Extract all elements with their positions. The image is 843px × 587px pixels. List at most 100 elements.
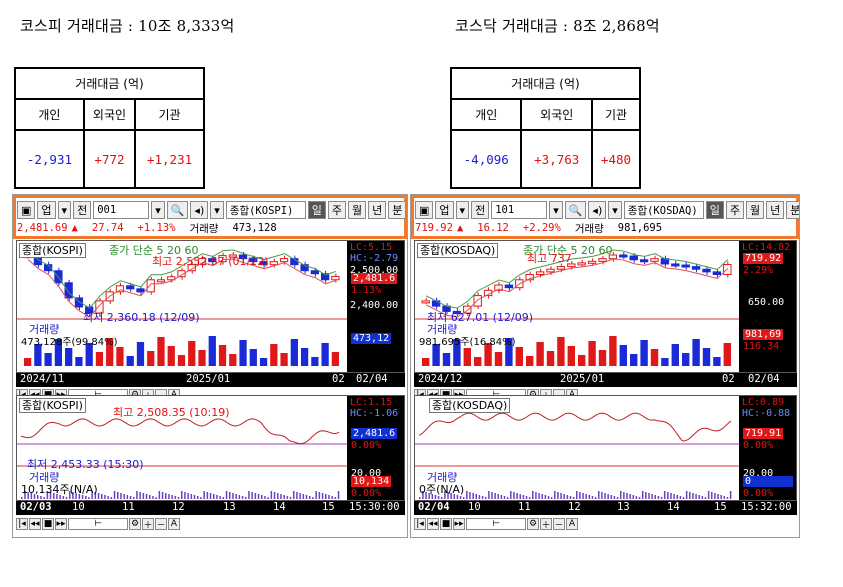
volume-bar <box>181 491 183 499</box>
volume-bar <box>484 497 487 499</box>
chevron-down-icon[interactable]: ▾ <box>608 201 622 219</box>
settings-icon[interactable]: ⚙ <box>527 518 539 530</box>
volume-bar <box>24 358 32 366</box>
chevron-down-icon[interactable]: ▾ <box>57 201 72 219</box>
index-change: 27.74 <box>91 222 124 234</box>
chevron-down-icon[interactable]: ▾ <box>455 201 470 219</box>
stop-icon[interactable]: ■ <box>42 518 54 530</box>
candle <box>535 271 545 276</box>
volume-label: 거래량 <box>189 222 219 235</box>
prev-icon[interactable]: ◂◂ <box>427 518 439 530</box>
font-size-icon[interactable]: A <box>168 518 180 530</box>
speaker-icon[interactable]: ◂) <box>190 201 209 219</box>
candle <box>197 258 207 266</box>
tab-year[interactable]: 년 <box>766 201 785 219</box>
volume-bar <box>69 491 71 499</box>
search-icon[interactable]: 🔍 <box>564 201 587 219</box>
stop-icon[interactable]: ■ <box>440 518 452 530</box>
code-input[interactable]: 001 <box>93 201 150 219</box>
volume-bar <box>560 493 562 499</box>
candle <box>95 300 104 314</box>
volume-name: 거래량 <box>427 323 458 336</box>
font-size-icon[interactable]: A <box>566 518 578 530</box>
segment-select[interactable]: 업 <box>37 201 56 219</box>
scroll-slider[interactable]: ⊢ <box>466 518 526 530</box>
val-institution: +1,231 <box>134 129 205 189</box>
volume-bar <box>682 353 690 366</box>
tab-minute[interactable]: 분 <box>388 201 407 219</box>
tab-month[interactable]: 월 <box>746 201 765 219</box>
volume-bar <box>701 496 704 499</box>
volume-bar <box>318 492 321 499</box>
volume-bar <box>500 495 503 499</box>
volume-bar <box>21 497 23 499</box>
volume-bar <box>229 492 231 499</box>
volume-bar <box>638 497 641 499</box>
volume-bar <box>505 338 513 366</box>
volume-bar <box>216 495 218 499</box>
volume-bar <box>546 351 555 366</box>
tab-year[interactable]: 년 <box>368 201 387 219</box>
tab-week[interactable]: 주 <box>725 201 745 219</box>
first-icon[interactable]: |◂ <box>16 518 28 530</box>
speaker-icon[interactable]: ◂) <box>588 201 607 219</box>
volume-bar <box>174 496 177 499</box>
col-individual: 개인 <box>449 98 523 131</box>
volume-name: 거래량 <box>29 471 60 484</box>
volume-bar <box>168 494 170 499</box>
code-input[interactable]: 101 <box>491 201 548 219</box>
volume-bar <box>610 495 613 499</box>
volume-bar <box>667 492 669 499</box>
volume-bar <box>576 491 578 499</box>
jeon-button[interactable]: 전 <box>471 201 490 219</box>
volume-bar <box>663 491 666 499</box>
volume-bar <box>101 494 103 499</box>
current-price-tag: 2,481.6 <box>351 273 398 284</box>
next-icon[interactable]: ▸▸ <box>55 518 67 530</box>
zoom-out-icon[interactable]: － <box>155 518 167 531</box>
volume-bar <box>609 336 617 366</box>
chevron-down-icon[interactable]: ▾ <box>549 201 563 219</box>
layout-icon[interactable]: ▣ <box>17 201 36 219</box>
zoom-in-icon[interactable]: ＋ <box>540 518 552 531</box>
volume-bar <box>245 497 247 499</box>
current-price-tag: 2,481.6 <box>351 428 398 439</box>
chevron-down-icon[interactable]: ▾ <box>210 201 224 219</box>
scroll-slider[interactable]: ⊢ <box>68 518 128 530</box>
segment-select[interactable]: 업 <box>435 201 454 219</box>
volume-bar <box>714 493 716 499</box>
candle <box>556 266 566 270</box>
volume-bar <box>588 495 591 499</box>
volume-bar <box>506 497 509 499</box>
val-foreign: +772 <box>82 129 137 189</box>
volume-bar <box>222 497 225 499</box>
pct-change: 2.29% <box>743 265 774 276</box>
val-individual: -2,931 <box>14 129 85 189</box>
zoom-in-icon[interactable]: ＋ <box>142 518 154 531</box>
chevron-down-icon[interactable]: ▾ <box>151 201 165 219</box>
candle <box>712 271 722 276</box>
tab-week[interactable]: 주 <box>327 201 347 219</box>
tab-month[interactable]: 월 <box>348 201 367 219</box>
tab-day[interactable]: 일 <box>705 201 724 219</box>
prev-icon[interactable]: ◂◂ <box>29 518 41 530</box>
settings-icon[interactable]: ⚙ <box>129 518 141 530</box>
candle <box>587 260 597 264</box>
search-icon[interactable]: 🔍 <box>166 201 189 219</box>
volume-bar <box>106 338 114 366</box>
volume-bar <box>43 497 45 499</box>
layout-icon[interactable]: ▣ <box>415 201 434 219</box>
first-icon[interactable]: |◂ <box>414 518 426 530</box>
kospi-intraday-chart: LC:1.15 HC:-1.06 2,481.6 0.00% 20,00 10,… <box>16 395 405 501</box>
next-icon[interactable]: ▸▸ <box>453 518 465 530</box>
chart-name: 종합(KOSPI) <box>19 397 86 413</box>
volume-bar <box>544 495 547 499</box>
volume-bar <box>145 494 148 499</box>
candle <box>691 266 701 270</box>
jeon-button[interactable]: 전 <box>73 201 92 219</box>
zoom-out-icon[interactable]: － <box>553 518 565 531</box>
volume-bar <box>177 497 180 499</box>
kosdaq-intraday-nav: |◂ ◂◂ ■ ▸▸ ⊢ ⚙ ＋ － A <box>414 517 578 531</box>
tab-minute[interactable]: 분 <box>786 201 799 219</box>
tab-day[interactable]: 일 <box>307 201 326 219</box>
